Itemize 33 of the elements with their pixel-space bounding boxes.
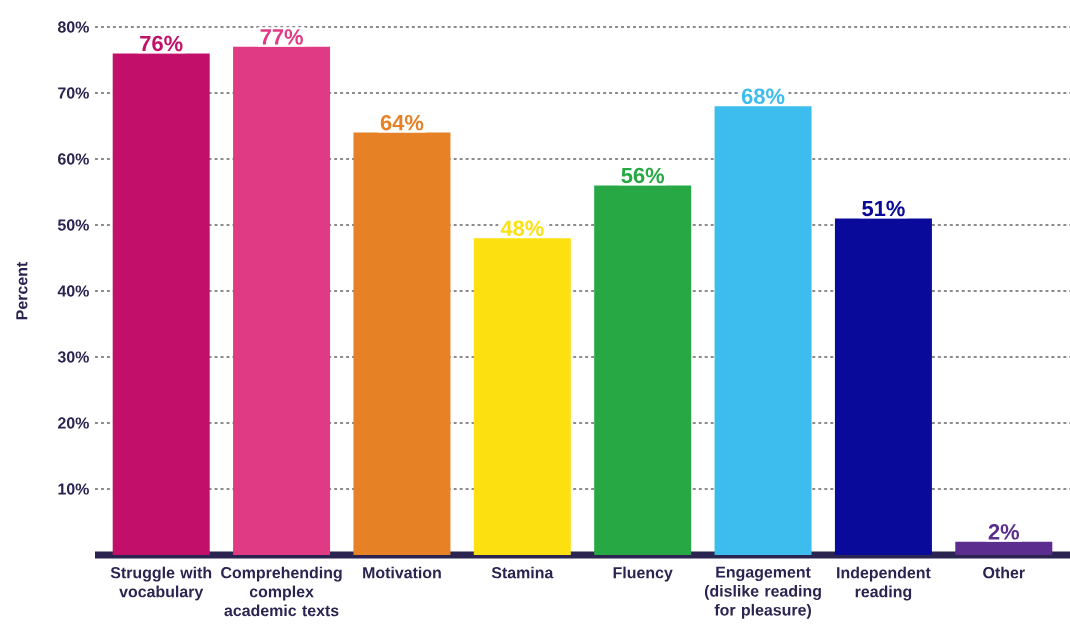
bar: [233, 46, 331, 555]
x-tick-label: Comprehending complex academic texts: [221, 566, 342, 617]
data-label: 76%: [140, 35, 183, 52]
data-label: 64%: [380, 114, 424, 131]
y-axis-title: Percent: [16, 261, 28, 320]
x-tick-label: Stamina: [491, 566, 554, 579]
y-tick-label: 10%: [58, 483, 89, 495]
y-tick-label: 40%: [57, 285, 89, 297]
data-label: 77%: [260, 29, 303, 45]
bar: [112, 53, 210, 555]
x-tick-label: Engagement (dislike reading for pleasure): [704, 566, 821, 619]
data-label: 51%: [862, 200, 905, 217]
data-label: 48%: [500, 220, 544, 237]
data-label: 56%: [621, 167, 665, 184]
y-tick-label: 80%: [57, 21, 89, 33]
bar: [594, 185, 692, 555]
bar: [353, 132, 451, 555]
y-tick-label: 60%: [58, 153, 89, 165]
bar: [714, 106, 812, 555]
x-tick-label: Motivation: [363, 566, 441, 579]
y-tick-label: 70%: [58, 87, 89, 99]
bar: [834, 218, 932, 555]
y-tick-label: 30%: [57, 351, 89, 363]
bar: [955, 541, 1053, 555]
y-tick-label: 50%: [57, 219, 89, 231]
x-tick-label: Other: [983, 566, 1025, 579]
data-label: 2%: [988, 524, 1020, 540]
bar: [473, 238, 571, 555]
data-label: 68%: [741, 88, 785, 105]
y-tick-label: 20%: [58, 417, 89, 429]
x-tick-label: Independent reading: [837, 566, 931, 601]
x-tick-label: Fluency: [613, 566, 673, 582]
x-tick-label: Struggle with vocabulary: [110, 566, 212, 601]
